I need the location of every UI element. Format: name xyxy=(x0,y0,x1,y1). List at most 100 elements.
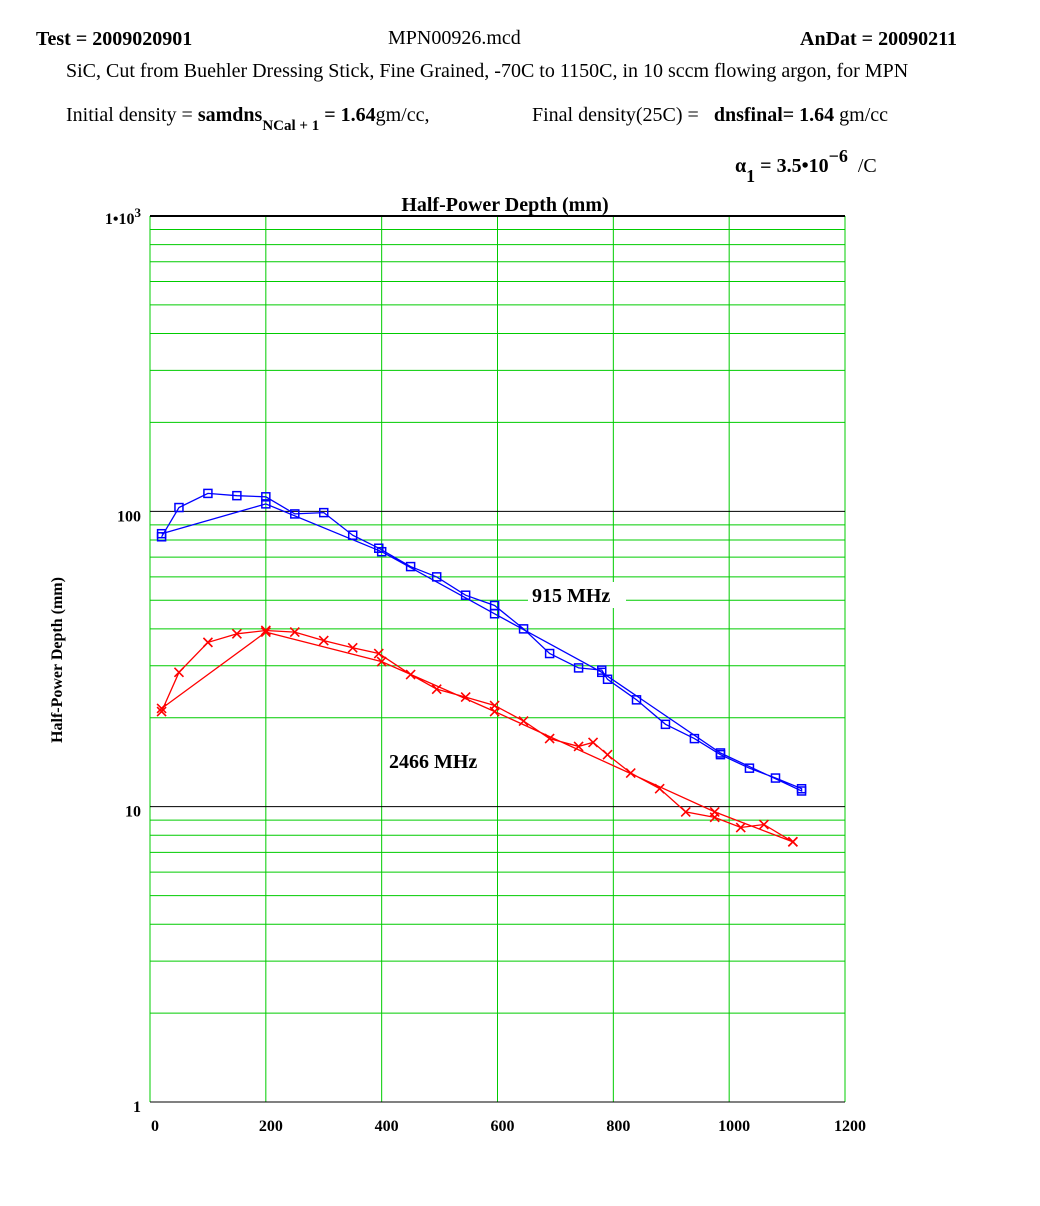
y-tick-exponent: 3 xyxy=(135,205,142,220)
initial-density-var: samdns xyxy=(197,104,263,126)
alpha-exp: −6 xyxy=(828,146,848,166)
series-layer xyxy=(156,488,807,847)
initial-density-value: = 1.64 xyxy=(324,104,376,126)
y-tick-label: 10 xyxy=(125,804,141,821)
y-tick-label: 100 xyxy=(117,508,141,525)
data-point xyxy=(587,737,599,748)
y-tick-label: 1 xyxy=(133,1099,141,1116)
final-density-label: Final density(25C) = xyxy=(532,104,699,126)
data-point xyxy=(602,749,613,760)
data-point xyxy=(231,628,242,639)
data-point xyxy=(680,806,691,817)
data-point xyxy=(260,627,271,638)
tick-labels: 0 200 400 600 800 1000 1200 1•103 100 10 1 xyxy=(105,205,866,1136)
data-point xyxy=(709,806,720,817)
data-point xyxy=(156,703,167,714)
data-point xyxy=(735,822,746,833)
data-point xyxy=(289,627,300,638)
analysis-date: AnDat = 20090211 xyxy=(800,28,957,50)
initial-density-unit: gm/cc, xyxy=(375,104,430,126)
data-point xyxy=(347,642,358,653)
grid xyxy=(149,215,846,1103)
alpha-symbol: α xyxy=(735,155,747,177)
final-density-value: = 1.64 xyxy=(782,104,835,126)
initial-density: Initial density = samdnsNCal + 1 = 1.64g… xyxy=(66,104,429,135)
data-point xyxy=(660,719,671,730)
data-point xyxy=(261,499,271,509)
data-point xyxy=(489,609,500,619)
series-label: 915 MHz xyxy=(532,585,610,607)
data-point xyxy=(318,635,329,646)
x-tick-label: 800 xyxy=(606,1118,630,1135)
data-point xyxy=(544,733,555,744)
x-tick-label: 0 xyxy=(151,1118,159,1135)
data-point xyxy=(631,695,642,705)
test-value: 2009020901 xyxy=(92,28,193,50)
series-2466-mhz xyxy=(156,625,798,847)
data-point xyxy=(431,572,442,582)
data-point xyxy=(689,733,700,744)
data-point xyxy=(319,507,329,518)
series-line xyxy=(161,492,803,793)
final-density-unit: gm/cc xyxy=(839,104,889,126)
data-point xyxy=(376,656,387,667)
data-point xyxy=(373,648,384,659)
series-label: 2466 MHz xyxy=(389,751,477,773)
data-point xyxy=(597,667,607,678)
data-point xyxy=(573,741,584,752)
x-tick-label: 1200 xyxy=(834,1118,866,1135)
sample-description: SiC, Cut from Buehler Dressing Stick, Fi… xyxy=(66,60,909,82)
data-point xyxy=(625,767,636,779)
series-915-mhz xyxy=(156,488,807,796)
series-line xyxy=(161,629,794,843)
data-point xyxy=(405,561,416,572)
x-tick-label: 200 xyxy=(259,1118,283,1135)
data-point xyxy=(156,706,167,717)
data-point xyxy=(203,488,213,499)
series-label-background xyxy=(528,582,626,608)
y-axis-label: Half-Power Depth (mm) xyxy=(49,577,66,743)
alpha-value: = 3.5•10 xyxy=(760,155,829,177)
final-density: Final density(25C) = dnsfinal= 1.64 gm/c… xyxy=(532,104,888,127)
data-point xyxy=(405,669,416,680)
data-point xyxy=(202,637,213,648)
data-point xyxy=(290,509,300,519)
final-density-var: dnsfinal xyxy=(713,104,783,126)
data-point xyxy=(744,763,755,773)
x-tick-label: 1000 xyxy=(718,1118,750,1135)
data-point xyxy=(156,528,167,539)
andat-value: 20090211 xyxy=(878,28,957,50)
data-point xyxy=(347,530,358,540)
data-point xyxy=(787,836,798,847)
data-point xyxy=(770,773,781,783)
data-point xyxy=(173,667,185,678)
file-name: MPN00926.mcd xyxy=(388,27,521,49)
data-point xyxy=(796,786,807,796)
series-labels: 915 MHz 2466 MHz xyxy=(389,582,626,773)
data-point xyxy=(260,625,271,636)
thermal-expansion: α1 = 3.5•10−6 /C xyxy=(735,146,877,187)
data-point xyxy=(431,684,442,695)
data-point xyxy=(489,706,500,717)
data-point xyxy=(232,490,242,501)
chart-title: Half-Power Depth (mm) xyxy=(401,194,608,216)
initial-density-label: Initial density = xyxy=(66,104,193,126)
data-point xyxy=(544,648,555,659)
alpha-unit: /C xyxy=(857,155,877,177)
data-point xyxy=(518,715,529,727)
data-point xyxy=(460,692,471,703)
data-point xyxy=(460,590,471,600)
data-point xyxy=(654,783,665,794)
data-point xyxy=(602,674,613,685)
y-tick-label: 1•103 xyxy=(105,205,142,229)
data-point xyxy=(758,819,769,830)
data-point xyxy=(518,624,529,634)
initial-density-sub: NCal + 1 xyxy=(262,118,320,134)
data-point xyxy=(174,502,184,513)
alpha-sub: 1 xyxy=(746,166,756,186)
data-point xyxy=(376,546,387,557)
test-label: Test xyxy=(36,28,71,50)
x-tick-label: 600 xyxy=(491,1118,515,1135)
data-point xyxy=(573,663,584,673)
